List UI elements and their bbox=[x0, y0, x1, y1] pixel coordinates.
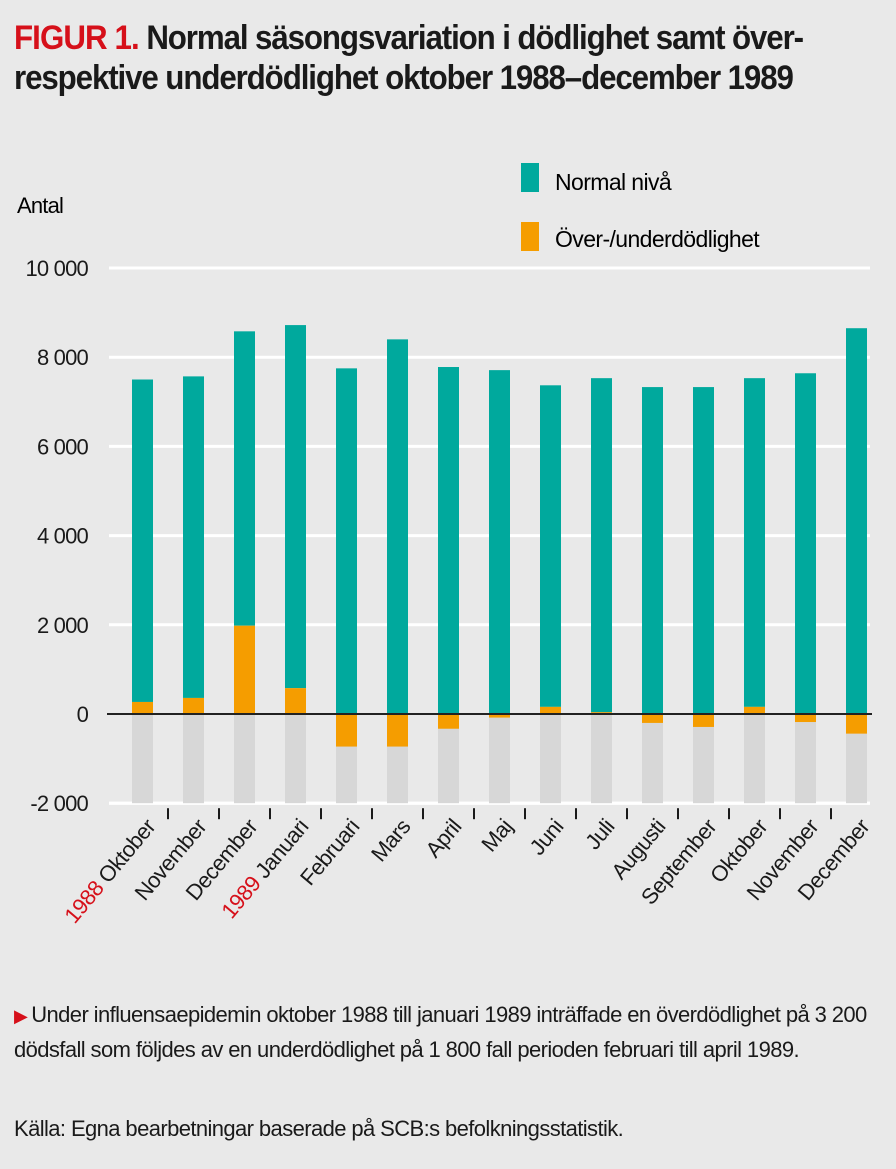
below-zero-bg bbox=[642, 714, 663, 804]
below-zero-bg bbox=[183, 714, 204, 804]
below-zero-bg bbox=[693, 714, 714, 804]
bar-normal bbox=[846, 328, 867, 714]
bar-normal bbox=[132, 379, 153, 702]
x-tick-label: Maj bbox=[476, 814, 517, 856]
legend-swatch-excess bbox=[521, 222, 539, 251]
x-tick-label: Juni bbox=[525, 814, 569, 859]
below-zero-bg bbox=[438, 714, 459, 804]
month-label: Juni bbox=[525, 814, 569, 859]
below-zero-bg bbox=[132, 714, 153, 804]
x-tick-label: Mars bbox=[366, 814, 416, 866]
below-zero-bg bbox=[540, 714, 561, 804]
below-zero-bg bbox=[795, 714, 816, 804]
below-zero-bg bbox=[285, 714, 306, 804]
y-tick-label: 8 000 bbox=[37, 345, 89, 370]
bar-excess bbox=[132, 701, 153, 714]
y-tick-label: -2 000 bbox=[30, 791, 88, 816]
bar-normal bbox=[540, 385, 561, 707]
figure-label: FIGUR 1. bbox=[14, 19, 140, 57]
bar-deficit bbox=[387, 714, 408, 747]
bar-deficit bbox=[642, 714, 663, 723]
bar-excess bbox=[744, 706, 765, 714]
month-label: Maj bbox=[476, 814, 517, 856]
y-tick-label: 4 000 bbox=[37, 524, 89, 549]
bar-excess bbox=[234, 625, 255, 714]
chart-title: FIGUR 1. Normal säsongsvariation i dödli… bbox=[14, 18, 883, 98]
y-tick-label: 0 bbox=[77, 702, 89, 727]
bar-excess bbox=[285, 688, 306, 714]
bar-normal bbox=[744, 378, 765, 707]
bar-deficit bbox=[795, 714, 816, 723]
bar-normal bbox=[489, 370, 510, 714]
caption: ▶ Under influensaepidemin oktober 1988 ti… bbox=[14, 998, 889, 1066]
legend-label-excess: Över-/underdödlighet bbox=[555, 226, 760, 252]
month-label: Mars bbox=[366, 814, 416, 866]
below-zero-bg bbox=[591, 714, 612, 804]
y-tick-label: 10 000 bbox=[26, 256, 89, 281]
below-zero-bg bbox=[846, 714, 867, 804]
bar-deficit bbox=[489, 714, 510, 718]
bar-normal bbox=[336, 368, 357, 714]
y-tick-label: 6 000 bbox=[37, 434, 89, 459]
y-axis-label: Antal bbox=[17, 193, 63, 218]
below-zero-bg bbox=[744, 714, 765, 804]
bar-deficit bbox=[336, 714, 357, 747]
source-note: Källa: Egna bearbetningar baserade på SC… bbox=[14, 1116, 624, 1141]
bar-normal bbox=[438, 367, 459, 714]
bar-excess bbox=[540, 706, 561, 714]
y-tick-label: 2 000 bbox=[37, 613, 89, 638]
month-label: April bbox=[420, 814, 466, 862]
bar-deficit bbox=[846, 714, 867, 734]
caption-text: Under influensaepidemin oktober 1988 til… bbox=[14, 1002, 867, 1062]
below-zero-bg bbox=[234, 714, 255, 804]
legend-swatch-normal bbox=[521, 163, 539, 192]
bars bbox=[132, 325, 867, 747]
bar-normal bbox=[183, 376, 204, 698]
legend-label-normal: Normal nivå bbox=[555, 169, 672, 195]
month-label: Juli bbox=[580, 814, 619, 854]
below-zero-backgrounds bbox=[132, 714, 867, 804]
below-zero-bg bbox=[489, 714, 510, 804]
x-tick-label: April bbox=[420, 814, 466, 862]
x-tick-label: Juli bbox=[580, 814, 619, 854]
bar-normal bbox=[591, 378, 612, 713]
caption-arrow-icon: ▶ bbox=[14, 1006, 28, 1026]
bar-normal bbox=[642, 387, 663, 714]
bar-deficit bbox=[438, 714, 459, 729]
bar-normal bbox=[795, 373, 816, 714]
bar-excess bbox=[183, 697, 204, 714]
bar-normal bbox=[693, 387, 714, 714]
bar-normal bbox=[234, 331, 255, 626]
bar-normal bbox=[285, 325, 306, 689]
legend: Normal nivå Över-/underdödlighet bbox=[521, 163, 761, 252]
bar-deficit bbox=[693, 714, 714, 727]
bar-normal bbox=[387, 339, 408, 714]
title-text: Normal säsongsvariation i dödlighet samt… bbox=[14, 19, 804, 97]
